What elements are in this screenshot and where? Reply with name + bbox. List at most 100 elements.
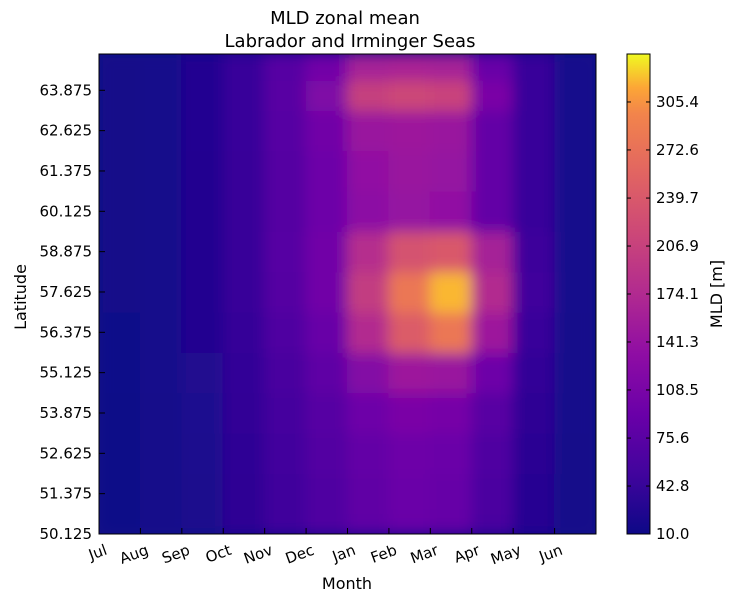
heatmap-cell — [99, 271, 141, 313]
x-tick-label: Sep — [159, 541, 192, 568]
heatmap-cell — [222, 392, 266, 434]
heatmap-cell — [139, 110, 183, 152]
heatmap-cell — [347, 271, 390, 313]
heatmap-cell — [388, 231, 431, 273]
heatmap-cell — [471, 110, 514, 152]
heatmap-cell — [222, 110, 266, 152]
heatmap-cell — [429, 190, 473, 232]
colorbar-tick-label: 206.9 — [656, 237, 699, 255]
heatmap-cell — [388, 513, 431, 534]
y-axis-ticks: 50.125 51.375 52.625 53.875 55.125 56.375 57.6… — [40, 81, 105, 543]
heatmap-cell — [388, 190, 431, 232]
x-tick-label: Jan — [329, 541, 358, 566]
heatmap-cell — [222, 311, 266, 353]
heatmap-cell — [554, 150, 596, 192]
chart-subtitle: Labrador and Irminger Seas — [225, 31, 476, 52]
heatmap-cell — [222, 150, 266, 192]
heatmap-cell — [554, 110, 596, 152]
heatmap-cell — [264, 110, 307, 152]
heatmap-cell — [554, 79, 596, 111]
heatmap-cell — [471, 432, 514, 474]
heatmap-cell — [264, 473, 307, 515]
heatmap-cell — [512, 190, 556, 232]
heatmap-cell — [222, 79, 266, 111]
chart-title: MLD zonal mean — [270, 8, 420, 29]
heatmap-cell — [305, 352, 348, 394]
heatmap-cell — [181, 473, 224, 515]
colorbar-tick-label: 42.8 — [656, 477, 689, 495]
heatmap-cell — [139, 231, 183, 273]
heatmap-cell — [347, 54, 390, 81]
heatmap-cell — [139, 513, 183, 534]
heatmap-cell — [305, 150, 348, 192]
heatmap-cell — [222, 231, 266, 273]
heatmap-cell — [512, 110, 556, 152]
heatmap-cell — [429, 311, 473, 353]
heatmap-cell — [388, 352, 431, 394]
heatmap-cell — [99, 311, 141, 353]
heatmap-cell — [181, 231, 224, 273]
heatmap-cell — [139, 150, 183, 192]
heatmap-cell — [347, 513, 390, 534]
heatmap-cell — [512, 513, 556, 534]
x-tick-label: May — [488, 541, 523, 569]
heatmap-cell — [99, 432, 141, 474]
x-tick-label: Apr — [452, 541, 483, 567]
heatmap-cell — [305, 190, 348, 232]
heatmap-cell — [99, 79, 141, 111]
heatmap-cell — [99, 190, 141, 232]
y-tick-label: 63.875 — [40, 81, 93, 99]
y-tick-label: 53.875 — [40, 404, 93, 422]
heatmap-cell — [512, 150, 556, 192]
heatmap-cell — [388, 79, 431, 111]
heatmap-cell — [99, 392, 141, 434]
heatmap-cell — [347, 110, 390, 152]
heatmap-cell — [305, 231, 348, 273]
heatmap-cell — [99, 54, 141, 81]
heatmap-cell — [388, 110, 431, 152]
heatmap-cell — [512, 432, 556, 474]
heatmap-cell — [139, 392, 183, 434]
x-tick-label: Aug — [117, 541, 151, 568]
heatmap-cell — [471, 352, 514, 394]
heatmap-cell — [264, 513, 307, 534]
heatmap-cell — [139, 190, 183, 232]
heatmap-cell — [512, 311, 556, 353]
heatmap-cell — [471, 392, 514, 434]
colorbar-tick-label: 305.4 — [656, 93, 699, 111]
colorbar-tick-label: 108.5 — [656, 381, 699, 399]
y-tick-label: 52.625 — [40, 444, 93, 462]
heatmap-cell — [554, 513, 596, 534]
heatmap-cell — [347, 231, 390, 273]
heatmap-cell — [222, 473, 266, 515]
heatmap-cell — [554, 352, 596, 394]
y-tick-label: 50.125 — [40, 525, 93, 543]
colorbar-tick-label: 10.0 — [656, 525, 689, 543]
heatmap-cell — [471, 54, 514, 81]
heatmap-cell — [305, 79, 348, 111]
heatmap-cell — [222, 271, 266, 313]
heatmap-cell — [554, 432, 596, 474]
heatmap-cell — [347, 432, 390, 474]
heatmap-cell — [222, 190, 266, 232]
heatmap-cell — [264, 79, 307, 111]
x-tick-label: Jun — [536, 541, 565, 566]
heatmap-cell — [347, 473, 390, 515]
heatmap-cell — [139, 432, 183, 474]
heatmap-cell — [181, 311, 224, 353]
heatmap-cell — [429, 231, 473, 273]
heatmap-cell — [181, 271, 224, 313]
heatmap-cell — [264, 432, 307, 474]
heatmap-cell — [512, 392, 556, 434]
heatmap-cell — [429, 271, 473, 313]
heatmap-cell — [429, 473, 473, 515]
heatmap-cell — [264, 54, 307, 81]
heatmap-cell — [388, 432, 431, 474]
heatmap-cell — [554, 54, 596, 81]
x-tick-label: Feb — [368, 541, 399, 567]
heatmap-cell — [181, 79, 224, 111]
y-tick-label: 60.125 — [40, 202, 93, 220]
heatmap-cell — [471, 473, 514, 515]
x-axis-label: Month — [322, 574, 372, 593]
heatmap-cell — [347, 150, 390, 192]
